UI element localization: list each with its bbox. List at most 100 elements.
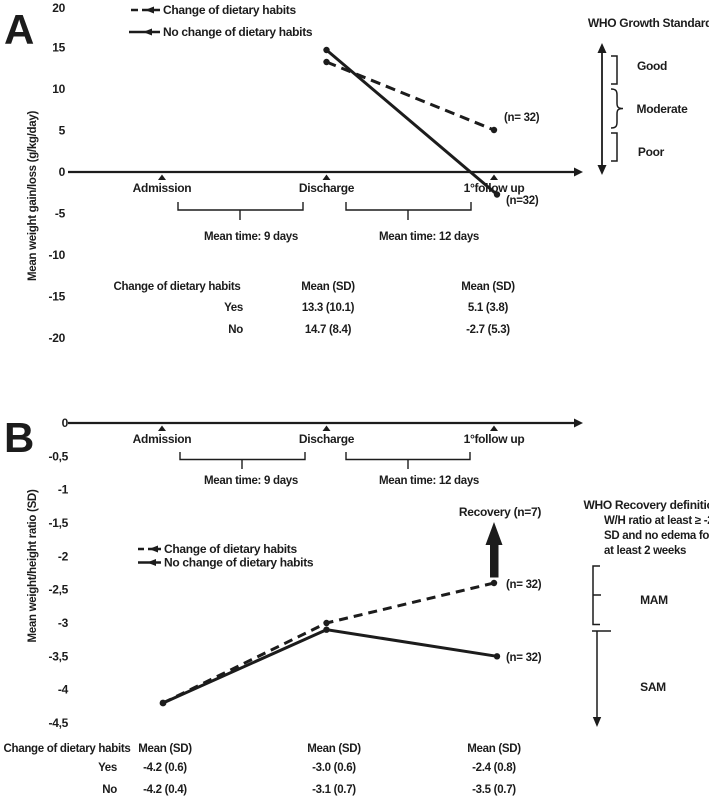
bracket-good-icon — [611, 55, 618, 85]
legend-dashed-label: Change of dietary habits — [164, 542, 297, 556]
table-col-header: Mean (SD) — [461, 281, 515, 293]
y-tick: 0 — [62, 416, 69, 430]
y-tick: 5 — [59, 124, 66, 138]
table-cell: -3.1 (0.7) — [312, 784, 356, 796]
data-point — [490, 579, 498, 587]
bracket-poor-icon — [611, 132, 618, 162]
y-tick: -2,5 — [49, 583, 69, 597]
table-row-label: No — [102, 784, 117, 796]
x-label-followup: 1°follow up — [464, 181, 525, 195]
down-arrow-icon — [597, 165, 607, 175]
y-tick: -10 — [49, 248, 66, 262]
up-arrow-icon — [597, 43, 607, 53]
panel-a-letter: A — [4, 6, 34, 53]
bracket-mam-icon — [592, 565, 601, 626]
table-cell: 14.7 (8.4) — [305, 324, 352, 336]
y-tick: -1 — [58, 483, 69, 497]
panel-a-x-axis-arrow-icon — [574, 167, 583, 177]
followup-marker-icon — [490, 425, 498, 431]
data-point — [323, 46, 330, 54]
legend-dashed-label: Change of dietary habits — [163, 3, 296, 17]
panel-b-legend: Change of dietary habits No change of di… — [138, 542, 314, 570]
panel-b-y-axis-label: Mean weight/height ratio (SD) — [27, 489, 39, 642]
mean-time-1: Mean time: 9 days — [204, 231, 298, 243]
n-label-solid: (n= 32) — [506, 652, 542, 664]
x-label-discharge: Discharge — [299, 181, 355, 195]
data-point — [493, 191, 501, 198]
legend-solid-marker-icon — [147, 559, 156, 566]
y-tick: 0 — [59, 165, 66, 179]
y-tick: -15 — [49, 290, 66, 304]
table-cell: -2.4 (0.8) — [472, 762, 516, 774]
y-tick: 20 — [52, 1, 65, 15]
table-row-label: Yes — [98, 762, 117, 774]
y-tick: -5 — [55, 207, 66, 221]
panel-a-who-scale: WHO Growth Standard Good Moderate Poor — [588, 16, 709, 175]
data-point — [323, 58, 330, 66]
interval-brace-icon — [177, 202, 304, 220]
recovery-up-arrow-icon — [485, 522, 503, 578]
panel-b-x-axis-arrow-icon — [574, 418, 583, 428]
table-cell: -4.2 (0.6) — [143, 762, 187, 774]
table-col-header: Mean (SD) — [467, 743, 521, 755]
who-category-sam: SAM — [640, 680, 666, 694]
table-col-header: Mean (SD) — [301, 281, 355, 293]
who-note-line: SD and no edema for — [604, 530, 709, 542]
who-category-mam: MAM — [640, 593, 668, 607]
x-label-admission: Admission — [133, 181, 192, 195]
bracket-sam-icon — [592, 630, 611, 719]
mean-time-2: Mean time: 12 days — [379, 231, 479, 243]
table-cell: 13.3 (10.1) — [302, 302, 355, 314]
y-tick: -4 — [58, 683, 69, 697]
series-nochange-solid-line — [325, 48, 498, 196]
data-point — [490, 126, 498, 134]
legend-solid-label: No change of dietary habits — [163, 25, 313, 39]
mean-time-1: Mean time: 9 days — [204, 475, 298, 487]
y-tick: -0,5 — [49, 449, 69, 463]
data-point — [323, 626, 330, 633]
table-col-header: Mean (SD) — [307, 743, 361, 755]
who-growth-title: WHO Growth Standard — [588, 16, 709, 30]
admission-marker-icon — [158, 425, 166, 431]
panel-a: A Mean weight gain/loss (g/kg/day) 20 15… — [4, 1, 709, 345]
admission-marker-icon — [158, 174, 166, 180]
x-label-followup: 1°follow up — [464, 432, 525, 446]
series-change-dashed-line — [162, 581, 495, 705]
who-note-line: W/H ratio at least ≥ -2 — [604, 515, 709, 527]
n-label-solid: (n=32) — [506, 195, 539, 207]
legend-solid-marker-icon — [143, 28, 152, 36]
who-recovery-title: WHO Recovery definition — [583, 498, 709, 512]
discharge-marker-icon — [322, 174, 331, 180]
interval-brace-icon — [345, 452, 471, 469]
y-tick: 10 — [52, 82, 65, 96]
panel-b-y-ticks: 0 -0,5 -1 -1,5 -2 -2,5 -3 -3,5 -4 -4,5 — [49, 416, 69, 730]
x-label-admission: Admission — [133, 432, 192, 446]
x-label-discharge: Discharge — [299, 432, 355, 446]
y-tick: -2 — [58, 549, 69, 563]
panel-a-y-ticks: 20 15 10 5 0 -5 -10 -15 -20 — [49, 1, 66, 345]
interval-brace-icon — [179, 452, 306, 469]
y-tick: -4,5 — [49, 716, 69, 730]
down-arrow-icon — [592, 717, 602, 727]
y-tick: -3,5 — [49, 649, 69, 663]
y-tick: 15 — [52, 41, 65, 55]
discharge-marker-icon — [322, 425, 331, 431]
table-cell: -3.0 (0.6) — [312, 762, 356, 774]
interval-brace-icon — [345, 202, 472, 220]
followup-marker-icon — [490, 174, 498, 180]
series-nochange-solid-line — [162, 628, 498, 705]
legend-dashed-marker-icon — [145, 6, 154, 14]
table-row-header: Change of dietary habits — [4, 743, 131, 755]
legend-solid-label: No change of dietary habits — [164, 556, 314, 570]
brace-moderate-icon — [610, 88, 624, 129]
table-row-header: Change of dietary habits — [114, 281, 241, 293]
n-label-dashed: (n= 32) — [504, 112, 540, 124]
data-point — [493, 653, 501, 660]
mean-time-2: Mean time: 12 days — [379, 475, 479, 487]
data-point — [159, 699, 167, 707]
y-tick: -1,5 — [49, 516, 69, 530]
who-note-line: at least 2 weeks — [604, 545, 686, 557]
legend-dashed-marker-icon — [149, 545, 158, 553]
